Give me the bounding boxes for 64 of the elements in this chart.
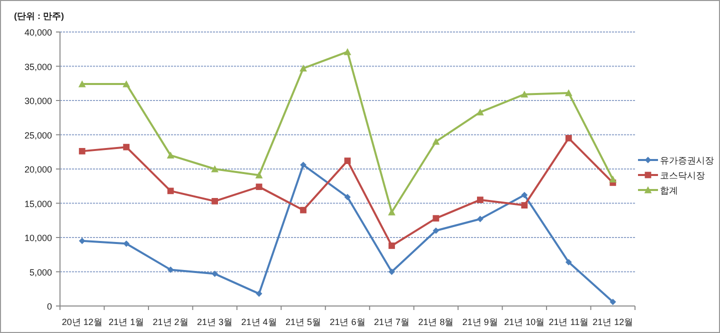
point xyxy=(212,270,218,278)
x-tick-label: 21년 9월 xyxy=(462,317,498,327)
point xyxy=(432,227,440,234)
x-tick-label: 21년 12월 xyxy=(592,317,634,327)
point xyxy=(300,64,307,72)
legend-label: 유가증권시장 xyxy=(660,156,714,166)
point xyxy=(610,298,616,306)
legend-label: 코스닥시장 xyxy=(660,170,705,180)
point xyxy=(123,240,130,247)
point xyxy=(256,184,262,190)
point xyxy=(166,152,174,158)
y-tick-label: 40,000 xyxy=(24,28,52,38)
point xyxy=(388,268,395,275)
point xyxy=(432,215,440,222)
point xyxy=(388,242,395,249)
point xyxy=(476,216,484,222)
y-tick-label: 15,000 xyxy=(24,198,52,209)
x-tick-label: 21년 7월 xyxy=(374,317,410,327)
x-tick-label: 21년 2월 xyxy=(152,317,188,327)
point xyxy=(476,108,484,116)
y-tick-label: 10,000 xyxy=(24,233,52,243)
y-axis-title: (단위 : 만주) xyxy=(14,11,64,21)
point xyxy=(78,148,86,154)
point xyxy=(432,138,440,145)
point xyxy=(122,80,130,88)
point xyxy=(256,290,262,297)
x-tick-label: 21년 4월 xyxy=(241,317,277,327)
point xyxy=(520,90,528,98)
point xyxy=(123,144,130,150)
x-tick-label: 21년 6월 xyxy=(330,317,366,327)
point xyxy=(521,192,528,198)
x-tick-label: 20년 12월 xyxy=(62,317,102,327)
point xyxy=(344,194,351,200)
x-tick-label: 21년 8월 xyxy=(418,317,454,327)
y-tick-label: 5,000 xyxy=(29,267,52,278)
y-tick-label: 25,000 xyxy=(24,130,52,140)
point xyxy=(521,202,528,209)
point xyxy=(565,258,572,266)
legend-label: 합계 xyxy=(660,186,678,196)
x-tick-label: 21년 10월 xyxy=(504,317,545,327)
point xyxy=(300,162,306,168)
y-tick-label: 20,000 xyxy=(24,164,52,174)
x-tick-label: 21년 3월 xyxy=(197,317,233,327)
point xyxy=(344,48,352,56)
point xyxy=(300,206,306,214)
x-tick-label: 21년 1월 xyxy=(108,317,144,327)
point xyxy=(78,80,86,88)
point xyxy=(167,188,174,194)
x-tick-label: 21년 5월 xyxy=(286,317,322,327)
point xyxy=(78,238,86,244)
y-tick-label: 0 xyxy=(46,302,52,312)
point xyxy=(167,266,174,273)
point xyxy=(211,165,219,172)
point xyxy=(564,89,572,96)
y-tick-label: 30,000 xyxy=(24,96,52,106)
point xyxy=(476,196,484,204)
point xyxy=(609,176,617,182)
point xyxy=(212,198,218,204)
point xyxy=(255,171,263,178)
point xyxy=(344,158,351,164)
point xyxy=(388,208,396,216)
y-tick-label: 35,000 xyxy=(24,62,52,72)
x-tick-label: 21년 11월 xyxy=(548,317,589,327)
point xyxy=(565,134,572,142)
